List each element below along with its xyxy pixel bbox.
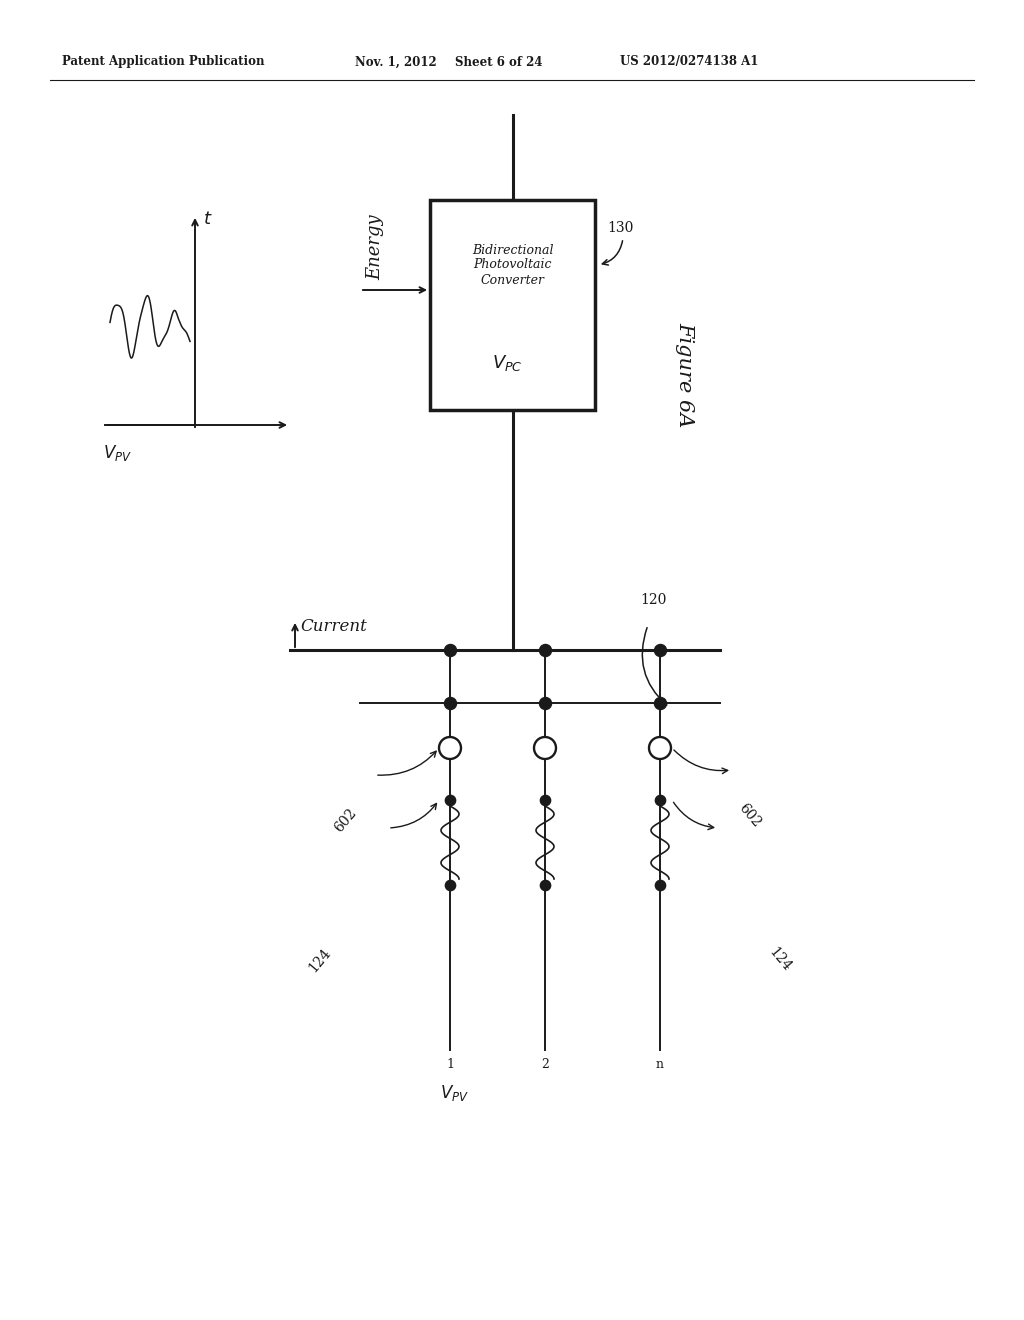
Point <box>537 789 553 810</box>
Text: 124: 124 <box>766 945 794 974</box>
Text: 130: 130 <box>607 220 634 235</box>
Point <box>652 639 669 660</box>
Text: n: n <box>656 1059 664 1071</box>
Point <box>537 639 553 660</box>
Point <box>441 789 458 810</box>
Point <box>652 693 669 714</box>
Point <box>652 789 669 810</box>
Text: 602: 602 <box>736 800 764 829</box>
Circle shape <box>439 737 461 759</box>
Text: $t$: $t$ <box>203 210 213 228</box>
Point <box>537 693 553 714</box>
Circle shape <box>649 737 671 759</box>
Text: 1: 1 <box>446 1059 454 1071</box>
Text: 2: 2 <box>541 1059 549 1071</box>
Point <box>441 874 458 895</box>
Text: 124: 124 <box>306 945 334 974</box>
Text: Bidirectional
Photovoltaic
Converter: Bidirectional Photovoltaic Converter <box>472 243 553 286</box>
Text: Patent Application Publication: Patent Application Publication <box>62 55 264 69</box>
Text: 120: 120 <box>640 593 667 607</box>
Point <box>652 874 669 895</box>
Point <box>441 693 458 714</box>
Bar <box>430 201 595 411</box>
Text: $V_{PV}$: $V_{PV}$ <box>440 1082 470 1104</box>
Circle shape <box>534 737 556 759</box>
Text: US 2012/0274138 A1: US 2012/0274138 A1 <box>620 55 759 69</box>
Text: Sheet 6 of 24: Sheet 6 of 24 <box>455 55 543 69</box>
Text: Energy: Energy <box>366 214 384 280</box>
Text: $V_{PV}$: $V_{PV}$ <box>103 444 132 463</box>
Point <box>537 874 553 895</box>
Text: $V_{PC}$: $V_{PC}$ <box>493 352 523 374</box>
Text: Figure 6A: Figure 6A <box>676 322 694 428</box>
Text: 602: 602 <box>331 805 358 834</box>
Point <box>441 639 458 660</box>
Text: Current: Current <box>300 618 367 635</box>
Text: Nov. 1, 2012: Nov. 1, 2012 <box>355 55 437 69</box>
